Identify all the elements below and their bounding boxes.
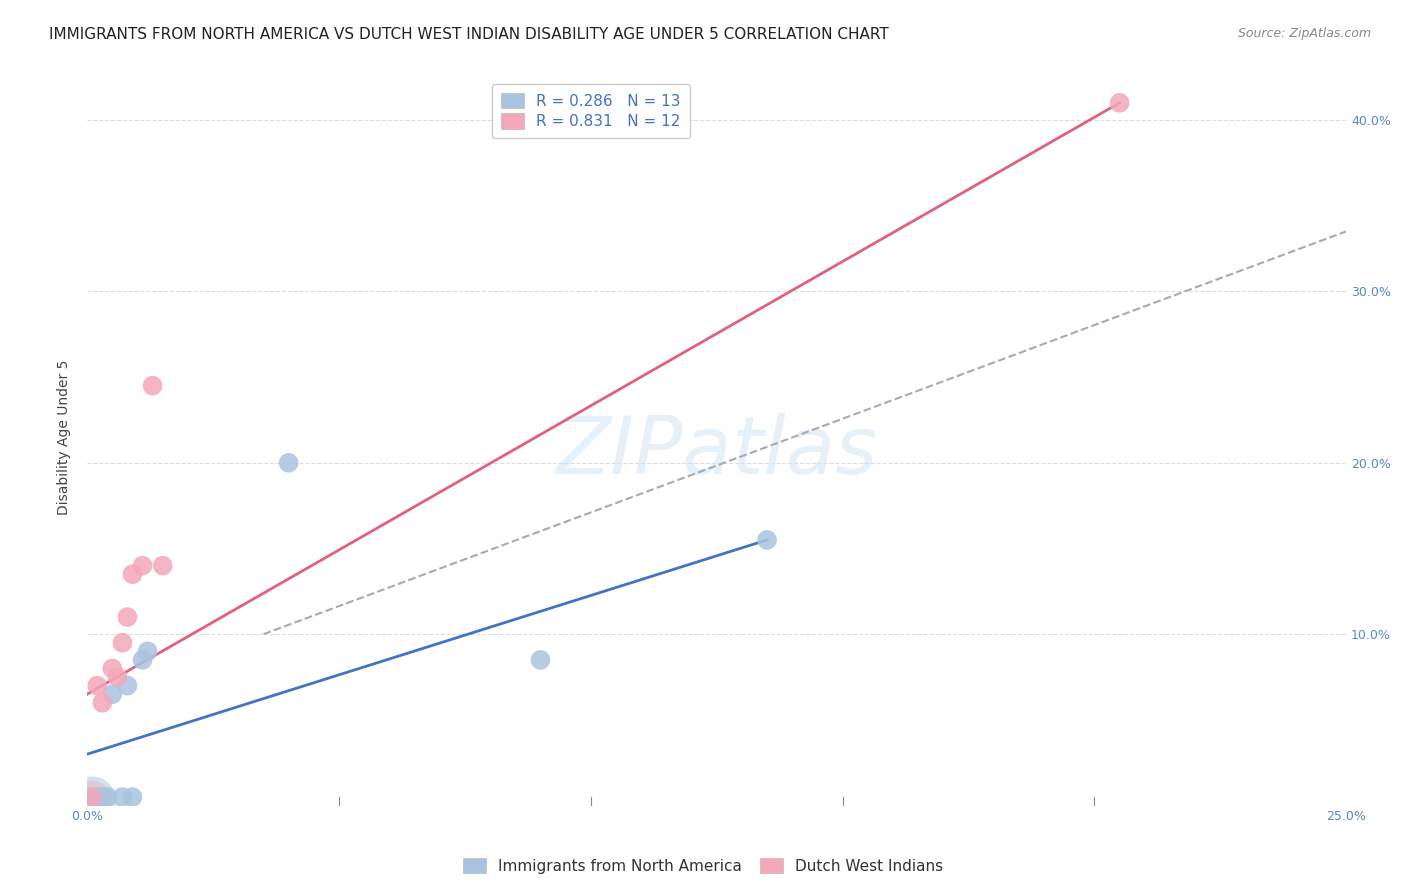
Point [111,636,134,650]
Point [105,670,128,684]
Point [82,793,104,807]
Point [131,653,153,667]
Point [91,790,114,805]
Point [82,790,104,805]
Point [131,558,153,573]
Point [136,644,159,658]
Point [101,661,124,675]
Point [121,567,143,582]
Point [117,679,139,693]
Text: Source: ZipAtlas.com: Source: ZipAtlas.com [1237,27,1371,40]
Legend: R = 0.286   N = 13, R = 0.831   N = 12: R = 0.286 N = 13, R = 0.831 N = 12 [492,84,690,138]
Point [82,790,104,805]
Legend: Immigrants from North America, Dutch West Indians: Immigrants from North America, Dutch Wes… [457,852,949,880]
Point [111,790,134,805]
Point [82,793,104,807]
Text: ZIPatlas: ZIPatlas [555,413,877,491]
Point [152,558,174,573]
Point [101,687,124,701]
Point [756,533,779,547]
Point [91,696,114,710]
Point [529,653,551,667]
Point [1108,95,1130,110]
Text: IMMIGRANTS FROM NORTH AMERICA VS DUTCH WEST INDIAN DISABILITY AGE UNDER 5 CORREL: IMMIGRANTS FROM NORTH AMERICA VS DUTCH W… [49,27,889,42]
Point [96,790,118,805]
Point [142,378,165,392]
Point [86,679,108,693]
Point [121,790,143,805]
Point [277,456,299,470]
Y-axis label: Disability Age Under 5: Disability Age Under 5 [58,359,72,515]
Point [86,790,108,805]
Point [117,610,139,624]
